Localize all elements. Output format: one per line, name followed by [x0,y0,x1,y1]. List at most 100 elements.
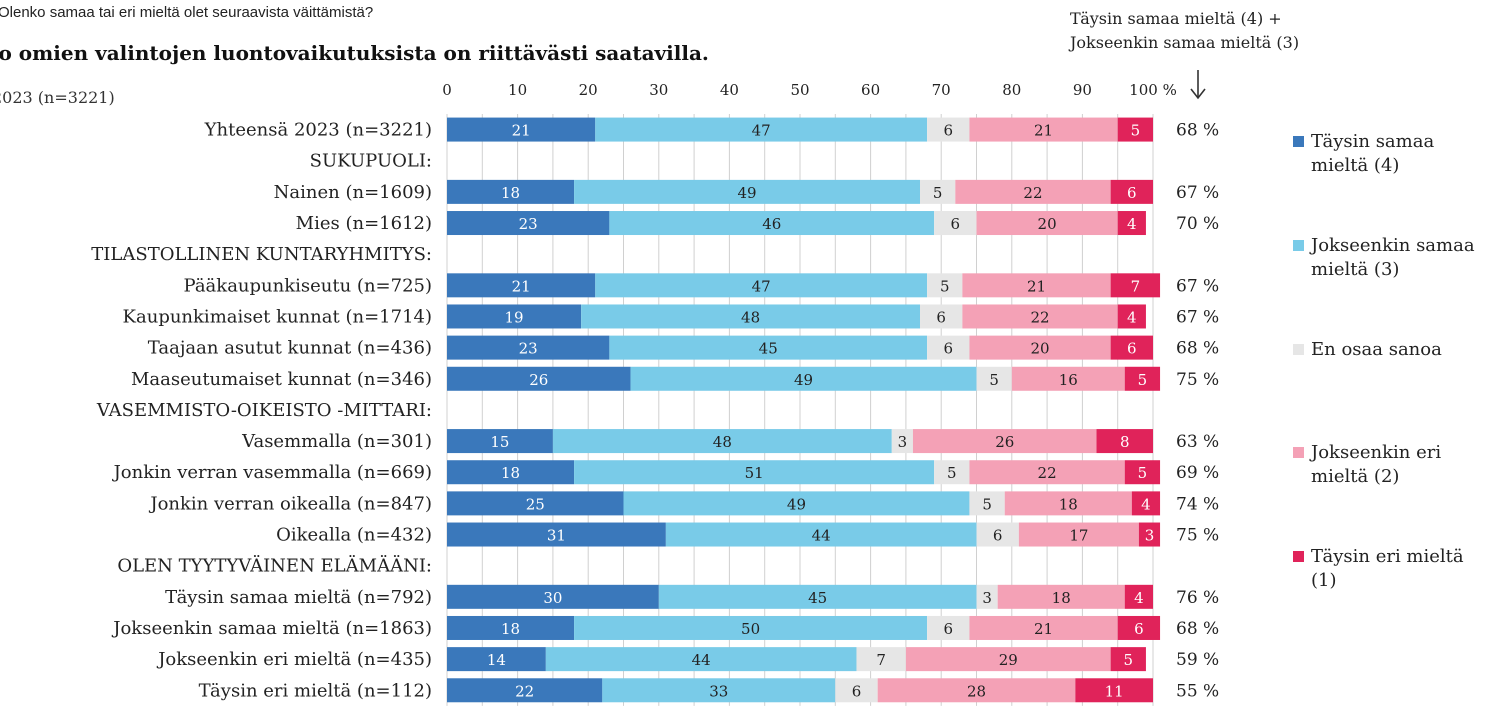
bar-segment [595,273,928,298]
sum-label: 75 % [1176,526,1219,546]
bar-segment [877,678,1076,703]
bar-segment [658,584,977,609]
data-label: 31 [547,527,566,545]
bar-segment [447,678,603,703]
chart-rows: Yhteensä 2023 (n=3221) 21 47 6 21 5 68 %SUKUPU… [91,117,1219,703]
data-label: 11 [1105,682,1124,700]
row-label: Kaupunkimaiset kunnat (n=1714) [123,306,432,327]
row-label: Maaseutumaiset kunnat (n=346) [131,369,432,390]
bar-segment [447,273,596,298]
bar-segment [595,117,928,142]
data-label: 5 [1138,371,1148,389]
bar-segment [976,584,998,609]
row-label: Oikealla (n=432) [276,525,432,546]
bar-segment [447,304,582,329]
legend-label: Jokseenkin samaa [1309,235,1475,256]
bar-segment [955,179,1111,204]
row-label: Mies (n=1612) [296,213,432,234]
bar-segment [1124,460,1161,485]
sum-label: 70 % [1176,214,1219,234]
bar-segment [630,366,977,391]
bar-segment [905,647,1111,672]
data-label: 50 [741,620,760,638]
data-label: 22 [515,682,534,700]
bar-segment [891,429,913,454]
row-label: Täysin eri mieltä (n=112) [199,680,432,701]
x-tick-label: 50 [790,81,809,99]
bar-segment [602,678,836,703]
row-label: Jokseenkin samaa mieltä (n=1863) [111,618,432,639]
data-label: 6 [1127,184,1137,202]
data-label: 8 [1120,433,1130,451]
data-label: 25 [526,495,545,513]
data-label: 49 [794,371,813,389]
legend-label: En osaa sanoa [1311,339,1442,360]
bar-segment [912,429,1097,454]
legend-swatch [1293,344,1304,355]
data-label: 23 [519,340,538,358]
data-label: 4 [1127,215,1137,233]
data-label: 44 [812,527,831,545]
row-label: Nainen (n=1609) [274,182,432,203]
row-label: Vasemmalla (n=301) [241,431,432,452]
sum-label: 76 % [1176,588,1219,608]
bar-segment [1075,678,1153,703]
bar-segment [623,491,970,516]
bar-segment [447,491,624,516]
question-text: Olenko samaa tai eri mieltä olet seuraav… [0,4,373,21]
data-label: 51 [745,464,764,482]
data-label: 47 [752,277,771,295]
data-label: 20 [1038,215,1057,233]
sum-label: 68 % [1176,121,1219,141]
legend-label: mieltä (4) [1311,155,1399,176]
data-label: 22 [1030,308,1049,326]
sum-note-line1: Täysin samaa mieltä (4) + [1070,9,1282,28]
bar-segment [609,335,928,360]
data-label: 6 [943,122,953,140]
bar-segment [447,179,575,204]
legend-swatch [1293,447,1304,458]
bar-segment [1131,491,1161,516]
data-label: 4 [1141,495,1151,513]
bar-segment [927,335,970,360]
bar-segment [1117,615,1161,640]
bar-segment [920,304,963,329]
sum-label: 69 % [1176,463,1219,483]
bar-segment [574,615,928,640]
data-label: 28 [967,682,986,700]
bar-segment [976,366,1012,391]
bar-segment [1110,179,1153,204]
data-label: 5 [989,371,999,389]
group-header-label: SUKUPUOLI: [310,151,432,172]
sum-label: 63 % [1176,432,1219,452]
bar-segment [1124,366,1161,391]
sum-label: 74 % [1176,494,1219,514]
bar-segment [927,615,970,640]
bar-segment [1117,117,1153,142]
chart-subtitle: 2023 (n=3221) [0,88,115,107]
data-label: 7 [876,651,886,669]
bar-segment [1110,647,1146,672]
bar-segment [976,522,1019,547]
statement-title: Tieto omien valintojen luontovaikutuksis… [0,41,709,65]
bar-segment [1117,211,1146,236]
x-tick-label: 100 % [1129,81,1177,99]
down-arrow-icon [1190,70,1206,100]
bar-segment [447,584,659,609]
data-label: 5 [1124,651,1134,669]
bar-segment [1110,273,1161,298]
bar-segment [665,522,977,547]
x-tick-label: 20 [579,81,598,99]
legend-label: mieltä (2) [1311,466,1399,487]
bar-segment [969,615,1118,640]
data-label: 18 [1052,589,1071,607]
x-tick-label: 30 [649,81,668,99]
group-header-label: VASEMMISTO-OIKEISTO -MITTARI: [96,400,432,421]
x-tick-label: 0 [442,81,452,99]
sum-label: 68 % [1176,619,1219,639]
data-label: 6 [936,308,946,326]
bar-segment [1117,304,1146,329]
bar-segment [969,491,1005,516]
bar-segment [447,460,575,485]
data-label: 3 [898,433,908,451]
